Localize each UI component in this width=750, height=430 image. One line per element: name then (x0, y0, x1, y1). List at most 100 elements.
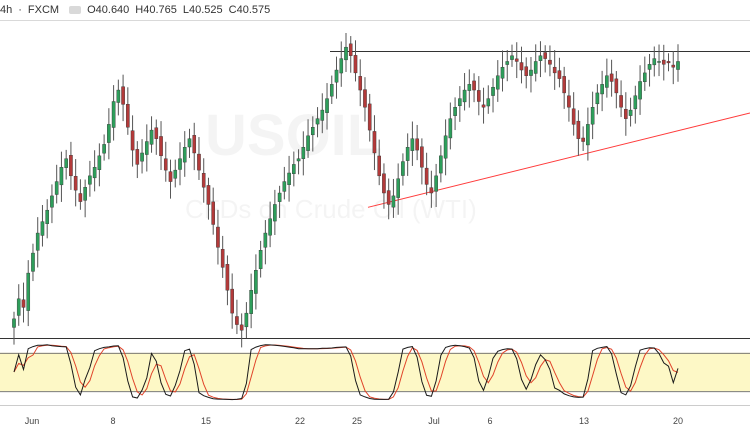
candle-body (548, 59, 552, 65)
candle-body (50, 195, 54, 208)
candle (533, 44, 538, 82)
candle-body (311, 127, 315, 136)
candle (216, 209, 220, 265)
candle-body (54, 181, 59, 195)
candle-body (197, 153, 201, 171)
candle (149, 116, 154, 153)
candle-body (638, 81, 642, 100)
candle (111, 85, 116, 141)
candle (377, 139, 382, 186)
candle (21, 282, 26, 323)
candle-body (405, 147, 410, 161)
candle (154, 119, 159, 155)
candle (348, 36, 353, 73)
candle (467, 69, 472, 108)
candle (325, 83, 329, 130)
candle (429, 170, 434, 208)
candle (329, 75, 334, 104)
candle-body (439, 155, 443, 174)
candle-body (424, 167, 429, 185)
candle (661, 44, 666, 81)
candle-body (524, 66, 529, 76)
candle (396, 163, 400, 215)
candle-body (391, 195, 396, 208)
header-separator: · (18, 4, 22, 16)
candle (268, 201, 272, 248)
candle-body (339, 58, 344, 74)
candle-body (69, 155, 73, 177)
x-tick-label: 22 (295, 416, 305, 426)
candle-body (40, 221, 45, 236)
candle (64, 149, 68, 180)
candle (358, 59, 363, 107)
candle (31, 243, 35, 282)
candle (605, 58, 609, 98)
candle-body (144, 141, 149, 155)
candle (595, 84, 600, 115)
candle-body (235, 316, 239, 325)
candle-body (590, 107, 595, 125)
candle-body (220, 249, 225, 268)
candle (505, 50, 510, 82)
candle-body (443, 135, 448, 159)
x-tick-label: 8 (110, 416, 115, 426)
candle (657, 44, 661, 77)
candle-body (624, 108, 628, 119)
candle-body (386, 190, 391, 205)
candle (500, 50, 505, 92)
candle-body (159, 136, 163, 157)
candle-body (102, 144, 106, 154)
candle (239, 313, 244, 348)
candle-body (97, 155, 102, 170)
candle-body (239, 324, 244, 331)
candle-body (657, 61, 661, 63)
candle-body (500, 66, 505, 79)
candle-body (192, 135, 197, 154)
candle (116, 79, 121, 116)
candle (292, 151, 296, 187)
candle-body (671, 64, 676, 68)
candle-body (130, 130, 135, 151)
candle-body (296, 158, 301, 162)
candle (287, 155, 291, 202)
candle-body (201, 173, 206, 188)
candle-body (88, 175, 92, 185)
candle-body (467, 84, 472, 91)
candle (472, 73, 476, 103)
candle-body (396, 178, 400, 198)
visibility-eye-icon[interactable] (69, 6, 82, 15)
candle-body (16, 298, 21, 316)
candle-body (258, 250, 263, 269)
candle (163, 141, 168, 182)
candle-body (619, 95, 623, 108)
candle (102, 134, 106, 161)
candle (254, 254, 258, 310)
candle-body (21, 299, 26, 308)
candle-body (315, 118, 320, 125)
candle (73, 159, 78, 207)
x-tick-label: 13 (579, 416, 589, 426)
candle-body (481, 104, 486, 108)
candle-body (543, 52, 547, 59)
candle (344, 32, 348, 72)
candle-body (268, 218, 272, 236)
candle-body (111, 101, 116, 128)
candle (614, 71, 619, 109)
candle (434, 163, 438, 208)
candle (26, 260, 31, 327)
candle-body (571, 108, 576, 125)
chart-header: 4h · FXCM O40.640 H40.765 L40.525 C40.575 (0, 4, 276, 16)
candle-body (533, 61, 538, 74)
candle-body (178, 158, 182, 170)
candle (443, 119, 448, 176)
candle-body (126, 104, 130, 128)
candle-body (107, 124, 111, 143)
candle-body (661, 59, 666, 65)
interval-label[interactable]: 4h (0, 4, 13, 16)
candle-body (609, 73, 614, 82)
candle (320, 93, 325, 134)
candle-body (92, 167, 97, 179)
candle (92, 150, 97, 192)
candle (628, 97, 633, 127)
